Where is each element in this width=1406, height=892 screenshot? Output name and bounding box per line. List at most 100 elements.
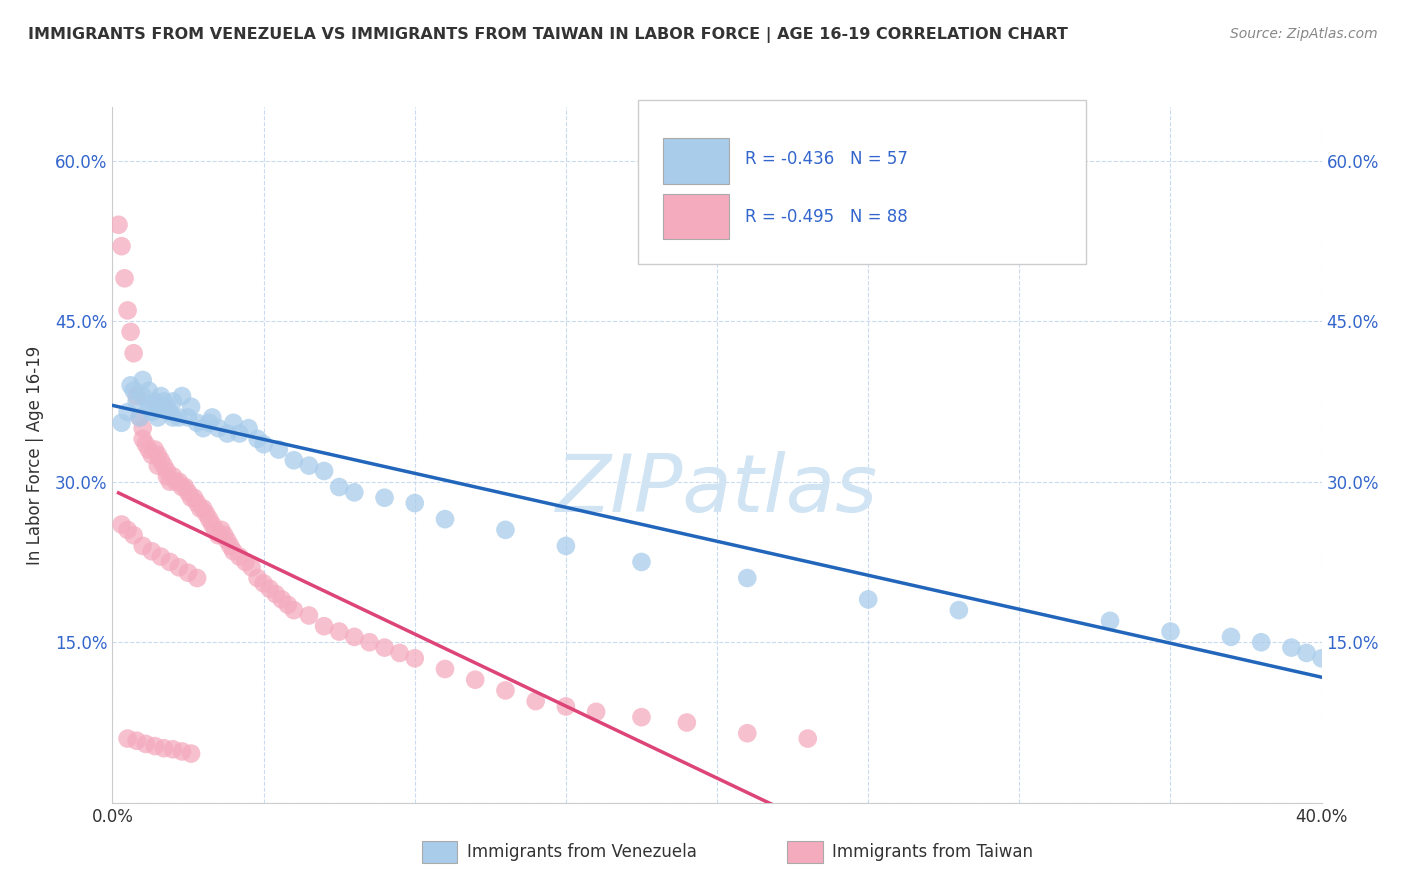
Point	[174, 480, 197, 494]
Point	[183, 491, 205, 505]
Point	[159, 405, 181, 419]
Point	[240, 560, 263, 574]
Point	[120, 325, 142, 339]
Point	[167, 410, 190, 425]
Point	[141, 405, 163, 419]
Point	[464, 673, 486, 687]
Point	[235, 555, 257, 569]
Point	[132, 373, 155, 387]
Point	[359, 635, 381, 649]
Point	[298, 458, 321, 473]
Point	[143, 739, 166, 753]
Point	[388, 646, 411, 660]
Text: Immigrants from Taiwan: Immigrants from Taiwan	[832, 843, 1033, 861]
Text: R = -0.436   N = 57: R = -0.436 N = 57	[745, 150, 908, 168]
Point	[404, 496, 426, 510]
Point	[162, 394, 184, 409]
Point	[1295, 646, 1317, 660]
Point	[125, 394, 148, 409]
Point	[135, 437, 157, 451]
Point	[162, 469, 184, 483]
Point	[228, 549, 250, 564]
Point	[343, 630, 366, 644]
Point	[125, 733, 148, 747]
Point	[162, 410, 184, 425]
Point	[209, 523, 232, 537]
Point	[314, 464, 336, 478]
Point	[122, 528, 145, 542]
Point	[135, 737, 157, 751]
Point	[217, 533, 239, 548]
Point	[128, 410, 150, 425]
Point	[228, 426, 250, 441]
Point	[495, 523, 517, 537]
Point	[170, 389, 193, 403]
Point	[204, 523, 226, 537]
Point	[141, 544, 163, 558]
Point	[246, 571, 269, 585]
Point	[207, 528, 229, 542]
Text: ZIPatlas: ZIPatlas	[555, 450, 879, 529]
Point	[222, 416, 245, 430]
Point	[186, 496, 208, 510]
Point	[110, 416, 132, 430]
Point	[186, 571, 208, 585]
Point	[132, 389, 155, 403]
Point	[180, 491, 202, 505]
Point	[117, 405, 139, 419]
Point	[264, 587, 287, 601]
Point	[138, 400, 160, 414]
Text: R = -0.495   N = 88: R = -0.495 N = 88	[745, 208, 908, 226]
Point	[737, 571, 759, 585]
Point	[122, 346, 145, 360]
Point	[1220, 630, 1243, 644]
Point	[1310, 651, 1333, 665]
Point	[125, 389, 148, 403]
Point	[630, 710, 652, 724]
Point	[138, 442, 160, 457]
Point	[630, 555, 652, 569]
Point	[167, 475, 190, 489]
Point	[120, 378, 142, 392]
Point	[948, 603, 970, 617]
Point	[328, 624, 350, 639]
Point	[675, 715, 697, 730]
FancyBboxPatch shape	[662, 138, 730, 184]
Point	[1159, 624, 1181, 639]
Text: Immigrants from Venezuela: Immigrants from Venezuela	[467, 843, 696, 861]
Point	[298, 608, 321, 623]
Point	[217, 426, 239, 441]
Point	[495, 683, 517, 698]
Point	[156, 469, 179, 483]
Point	[433, 662, 456, 676]
Point	[270, 592, 292, 607]
Point	[177, 410, 200, 425]
Point	[283, 603, 305, 617]
Point	[180, 400, 202, 414]
Point	[1098, 614, 1121, 628]
Point	[117, 303, 139, 318]
Point	[122, 384, 145, 398]
Point	[170, 480, 193, 494]
Point	[214, 528, 236, 542]
Point	[128, 410, 150, 425]
Point	[156, 464, 179, 478]
Point	[796, 731, 818, 746]
Point	[207, 421, 229, 435]
Point	[177, 566, 200, 580]
Point	[110, 239, 132, 253]
Point	[146, 448, 169, 462]
FancyBboxPatch shape	[662, 194, 730, 239]
Point	[267, 442, 290, 457]
Point	[167, 560, 190, 574]
Point	[259, 582, 281, 596]
Point	[222, 544, 245, 558]
Point	[283, 453, 305, 467]
Point	[110, 517, 132, 532]
Point	[159, 475, 181, 489]
Point	[277, 598, 299, 612]
Y-axis label: In Labor Force | Age 16-19: In Labor Force | Age 16-19	[25, 345, 44, 565]
Point	[1250, 635, 1272, 649]
Point	[253, 437, 276, 451]
Point	[141, 448, 163, 462]
